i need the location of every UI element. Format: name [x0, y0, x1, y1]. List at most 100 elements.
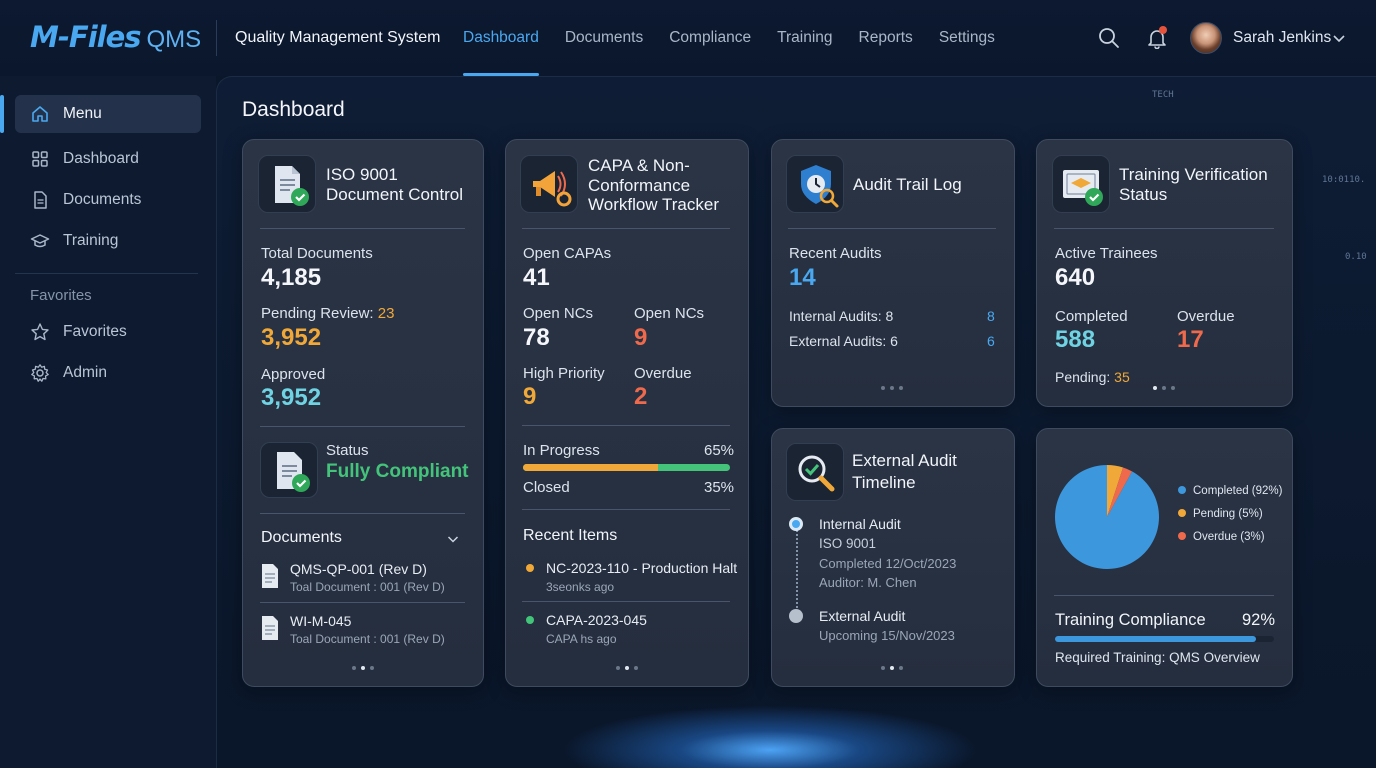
- iso-document-control-card: [242, 139, 484, 687]
- divider: [788, 228, 996, 229]
- nav-training[interactable]: Training: [777, 29, 833, 46]
- total-documents-label: Total Documents: [261, 245, 373, 262]
- nav-reports[interactable]: Reports: [858, 29, 913, 46]
- sidebar-item-training[interactable]: Training: [15, 222, 201, 260]
- timeline-item-title[interactable]: External Audit: [819, 608, 906, 624]
- progress-fill: [1055, 636, 1257, 642]
- compliance-progress-bar: [1055, 636, 1274, 642]
- overdue-value: 17: [1177, 326, 1204, 353]
- pending-text: Pending:: [1055, 369, 1111, 385]
- divider: [260, 602, 465, 603]
- open-ncs-value: 78: [523, 324, 550, 351]
- documents-section-header[interactable]: Documents: [261, 529, 342, 546]
- avatar[interactable]: [1190, 22, 1222, 54]
- chevron-down-icon[interactable]: [447, 533, 459, 545]
- divider: [260, 228, 465, 229]
- sidebar-active-indicator: [0, 95, 4, 133]
- pagination-dots[interactable]: [881, 386, 903, 390]
- compliance-pie-chart: [1055, 465, 1159, 569]
- active-trainees-label: Active Trainees: [1055, 245, 1158, 262]
- sidebar-item-favorites[interactable]: Favorites: [15, 313, 201, 351]
- pagination-dots[interactable]: [352, 666, 374, 670]
- brand-logo[interactable]: M-Files QMS: [30, 20, 201, 54]
- document-name[interactable]: WI-M-045: [290, 613, 352, 629]
- training-compliance-label: Training Compliance: [1055, 611, 1206, 629]
- shield-clock-icon: [786, 155, 844, 213]
- recent-items-header: Recent Items: [523, 527, 618, 544]
- legend-swatch: [1178, 509, 1186, 517]
- pagination-dots[interactable]: [1153, 386, 1175, 390]
- nav-documents[interactable]: Documents: [564, 29, 644, 46]
- gear-icon: [31, 364, 49, 382]
- divider: [522, 601, 730, 602]
- page-title: Dashboard: [242, 98, 345, 121]
- document-check-icon: [258, 155, 316, 213]
- pending-trainees-label: Pending: 35: [1055, 369, 1130, 385]
- divider: [260, 513, 465, 514]
- timeline-item-title[interactable]: Internal Audit: [819, 516, 901, 532]
- capa-workflow-card: [505, 139, 749, 687]
- recent-item-time: CAPA hs ago: [546, 632, 617, 646]
- pagination-dots[interactable]: [616, 666, 638, 670]
- sidebar-item-admin[interactable]: Admin: [15, 354, 201, 392]
- timeline-dot-upcoming: [789, 609, 803, 623]
- training-compliance-percent: 92%: [1242, 611, 1276, 629]
- nav-compliance[interactable]: Compliance: [669, 29, 752, 46]
- status-value: Fully Compliant: [326, 461, 469, 482]
- logo-suffix: QMS: [146, 26, 202, 53]
- pie-slice-overdue: [1107, 467, 1133, 517]
- card-title: Document Control: [326, 185, 464, 204]
- closed-label: Closed: [523, 479, 570, 496]
- recent-item-title[interactable]: CAPA-2023-045: [546, 612, 647, 628]
- sidebar-item-label: Favorites: [63, 323, 127, 340]
- search-icon[interactable]: [1098, 27, 1120, 49]
- in-progress-label: In Progress: [523, 442, 600, 459]
- approved-label: Approved: [261, 366, 326, 383]
- sidebar-item-menu[interactable]: Menu: [15, 95, 201, 133]
- nav-settings[interactable]: Settings: [938, 29, 995, 46]
- document-icon: [34, 191, 47, 209]
- sidebar-item-label: Admin: [63, 364, 107, 381]
- card-title: Audit Trail Log: [853, 175, 962, 194]
- user-name[interactable]: Sarah Jenkins: [1233, 29, 1332, 46]
- star-icon: [31, 323, 49, 341]
- card-title: External Audit: [852, 451, 957, 470]
- sidebar-item-label: Training: [63, 232, 119, 249]
- megaphone-gear-icon: [520, 155, 578, 213]
- pie-slice-pending: [1107, 465, 1124, 517]
- recent-item-time: 3seonks ago: [546, 580, 615, 594]
- main-nav: Dashboard Documents Compliance Training …: [450, 0, 1008, 76]
- sidebar-item-documents[interactable]: Documents: [15, 181, 201, 219]
- completed-value: 588: [1055, 326, 1096, 353]
- legend-label: Completed (92%): [1193, 485, 1283, 497]
- closed-percent: 35%: [704, 479, 735, 496]
- open-ncs-value: 9: [634, 324, 648, 351]
- completed-label: Completed: [1055, 308, 1128, 325]
- pagination-dots[interactable]: [881, 666, 903, 670]
- nav-dashboard[interactable]: Dashboard: [450, 0, 552, 76]
- card-title: CAPA & Non-: [588, 156, 690, 175]
- file-icon: [262, 616, 278, 640]
- card-title: Timeline: [852, 473, 916, 492]
- top-bar: M-Files QMS Quality Management System Da…: [0, 0, 1376, 76]
- sidebar-item-dashboard[interactable]: Dashboard: [15, 140, 201, 178]
- card-title: Status: [1119, 185, 1168, 204]
- pending-review-label: Pending Review: 23: [261, 305, 394, 322]
- document-meta: Toal Document : 001 (Rev D): [290, 580, 445, 594]
- recent-item-title[interactable]: NC-2023-110 - Production Halt: [546, 560, 738, 576]
- grid-icon: [32, 151, 48, 167]
- open-capas-label: Open CAPAs: [523, 245, 612, 262]
- timeline-dot-active: [789, 517, 803, 531]
- chevron-down-icon[interactable]: [1333, 32, 1345, 44]
- legend-label: Pending (5%): [1193, 508, 1263, 520]
- open-capas-value: 41: [523, 264, 550, 291]
- compliance-document-icon: [260, 442, 318, 498]
- recent-audits-label: Recent Audits: [789, 245, 882, 262]
- legend-label: Overdue (3%): [1193, 531, 1265, 543]
- document-name[interactable]: QMS-QP-001 (Rev D): [290, 561, 427, 577]
- legend-swatch: [1178, 486, 1186, 494]
- timeline-item-auditor: Auditor: M. Chen: [819, 575, 917, 590]
- overdue-value: 2: [634, 383, 648, 410]
- external-audits-value: 6: [987, 333, 995, 349]
- home-icon: [32, 106, 48, 122]
